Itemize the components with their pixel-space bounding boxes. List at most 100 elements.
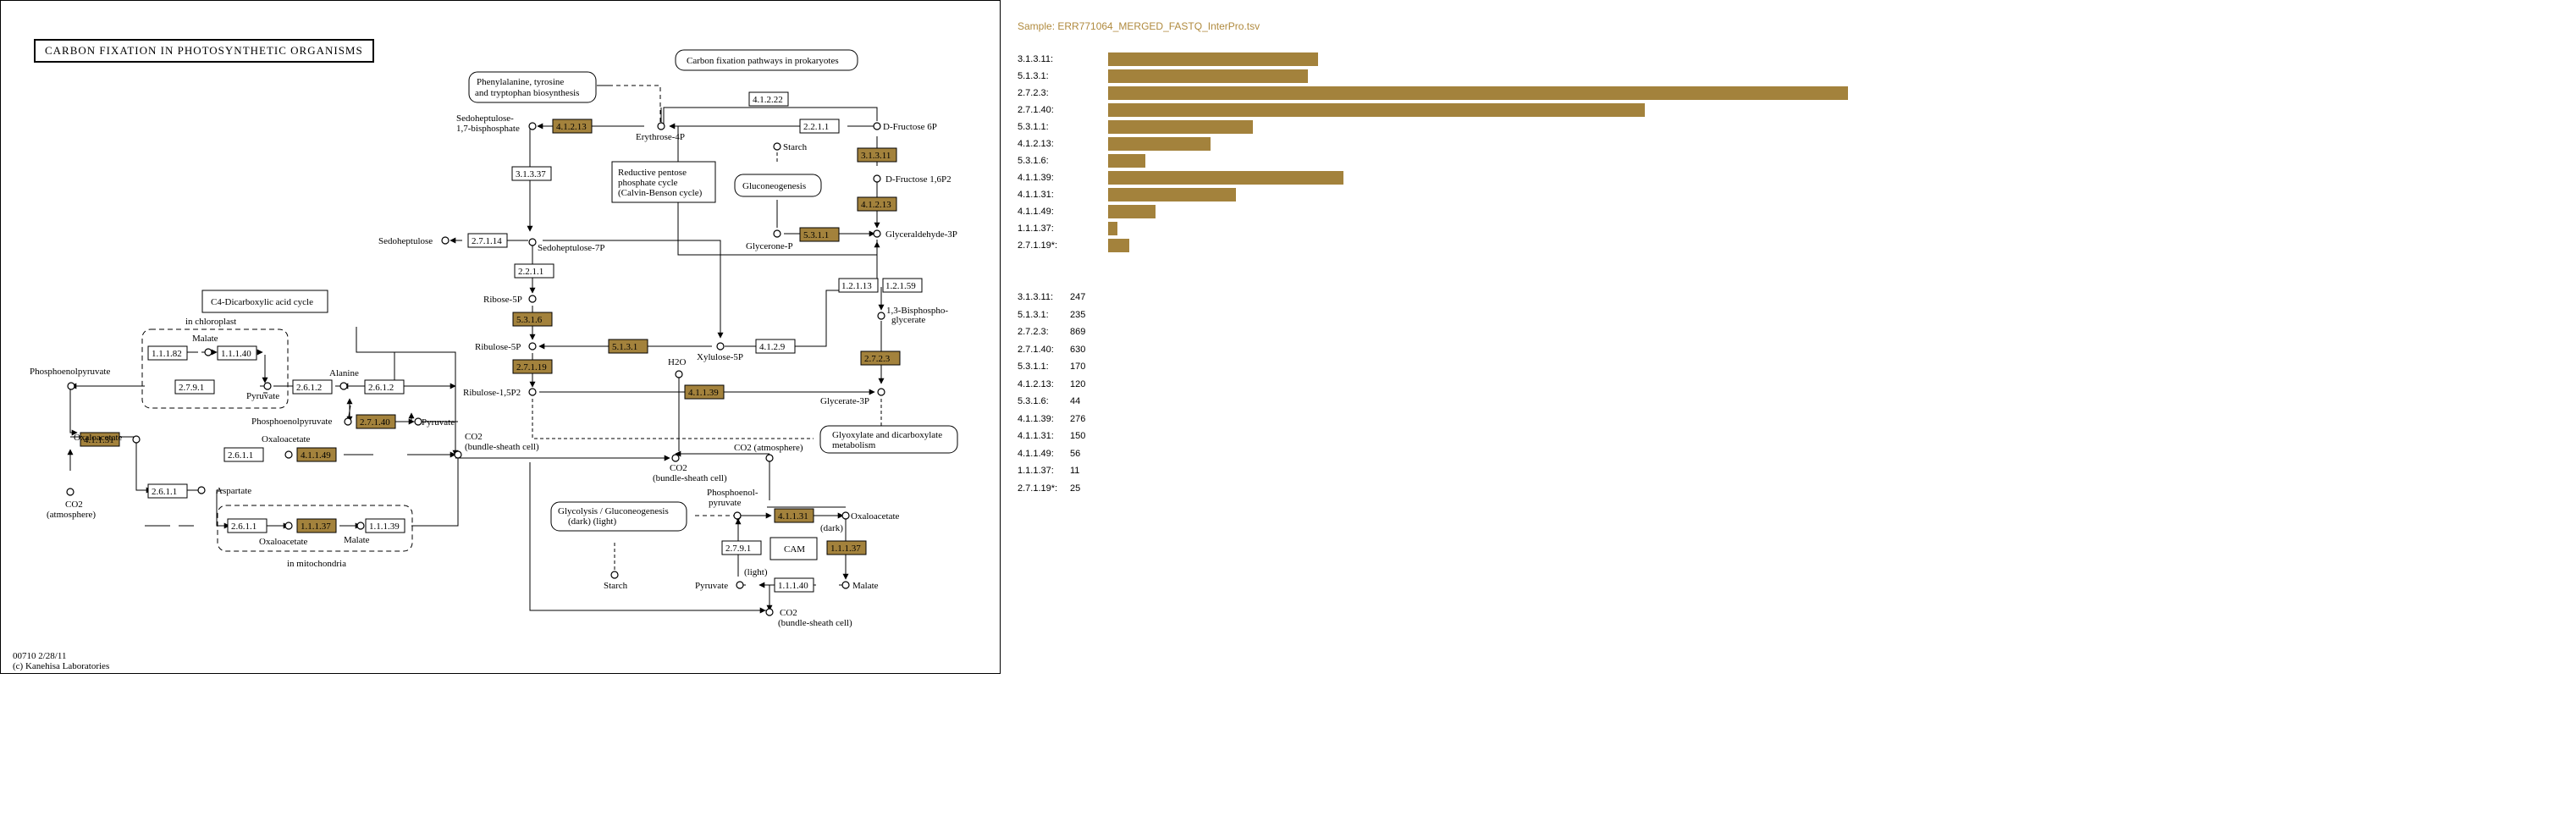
enzymes: 4.1.2.13 2.2.1.1 4.1.2.22 3.1.3.37 2.7.1… xyxy=(80,91,923,593)
label-co2-bundle-1: CO2 xyxy=(465,432,483,442)
ec-label: 1.2.1.59 xyxy=(885,281,916,291)
enzyme-count-panel: Sample: ERR771064_MERGED_FASTQ_InterPro.… xyxy=(1012,0,2569,839)
enzyme-2-2-1-1-top[interactable]: 2.2.1.1 xyxy=(799,119,840,134)
enzyme-3-1-3-37[interactable]: 3.1.3.37 xyxy=(511,166,552,181)
enzyme-2-6-1-2-a[interactable]: 2.6.1.2 xyxy=(292,379,333,395)
bar-label: 2.7.2.3: xyxy=(1018,88,1049,98)
label-glyoxylate-2: metabolism xyxy=(832,440,876,450)
count-label: 5.3.1.1: xyxy=(1018,362,1049,372)
ec-label: 1.1.1.37 xyxy=(830,544,861,554)
link-carbon-fixation-prokaryotes[interactable] xyxy=(675,49,858,71)
label-co2-bundle-mid-2: (bundle-sheath cell) xyxy=(653,473,727,483)
bar-label: 5.3.1.1: xyxy=(1018,122,1049,132)
label-c4-cycle[interactable]: C4-Dicarboxylic acid cycle xyxy=(211,297,313,307)
label-oxaloacetate-cam: Oxaloacetate xyxy=(851,511,900,522)
label-d-fructose-16p: D-Fructose 1,6P2 xyxy=(885,174,952,185)
label-starch-bottom: Starch xyxy=(604,581,628,591)
enzyme-4-1-1-31-b[interactable]: 4.1.1.31 xyxy=(774,508,814,523)
c4-cycle-box[interactable] xyxy=(201,290,328,313)
enzyme-4-1-2-22[interactable]: 4.1.2.22 xyxy=(748,91,789,107)
link-glycolysis[interactable] xyxy=(550,501,687,532)
bar xyxy=(1108,205,1156,218)
ec-label: 2.6.1.2 xyxy=(368,383,394,393)
enzyme-1-2-1-59[interactable]: 1.2.1.59 xyxy=(882,278,923,293)
label-starch-top: Starch xyxy=(783,142,808,152)
count-value: 235 xyxy=(1070,309,1086,320)
enzyme-4-1-2-13-top[interactable]: 4.1.2.13 xyxy=(552,119,593,134)
enzyme-5-3-1-1[interactable]: 5.3.1.1 xyxy=(799,227,840,242)
ec-label: 1.1.1.37 xyxy=(301,522,331,532)
label-alanine: Alanine xyxy=(329,368,359,378)
label-malate-cam: Malate xyxy=(852,581,879,591)
map-boxes xyxy=(201,161,818,560)
enzyme-2-6-1-2-b[interactable]: 2.6.1.2 xyxy=(364,379,405,395)
enzyme-4-1-2-13-right[interactable]: 4.1.2.13 xyxy=(857,196,897,212)
ec-label: 2.7.1.19 xyxy=(516,362,547,373)
enzyme-5-1-3-1[interactable]: 5.1.3.1 xyxy=(608,339,648,354)
ec-label: 4.1.1.31 xyxy=(778,511,808,522)
bar xyxy=(1108,69,1308,83)
bar xyxy=(1108,188,1236,201)
enzyme-2-7-9-1-b[interactable]: 2.7.9.1 xyxy=(721,540,762,555)
sample-label: Sample: ERR771064_MERGED_FASTQ_InterPro.… xyxy=(1018,20,1260,32)
label-carbon-fixation-prokaryotes: Carbon fixation pathways in prokaryotes xyxy=(687,56,839,66)
ec-label: 2.7.1.14 xyxy=(472,236,502,246)
label-reductive-1[interactable]: Reductive pentose xyxy=(618,168,687,178)
count-value: 11 xyxy=(1070,466,1080,476)
ec-label: 4.1.2.13 xyxy=(556,122,587,132)
enzyme-2-6-1-1-b[interactable]: 2.6.1.1 xyxy=(147,483,188,499)
enzyme-4-1-2-9[interactable]: 4.1.2.9 xyxy=(755,339,796,354)
label-oxaloacetate-a: Oxaloacetate xyxy=(74,433,123,443)
enzyme-4-1-1-49[interactable]: 4.1.1.49 xyxy=(296,447,337,462)
enzyme-1-1-1-82[interactable]: 1.1.1.82 xyxy=(147,345,188,361)
ec-label: 2.6.1.1 xyxy=(152,487,177,497)
bar-label: 4.1.1.31: xyxy=(1018,190,1054,200)
pathway-diagram: CARBON FIXATION IN PHOTOSYNTHETIC ORGANI… xyxy=(13,39,958,671)
compartments xyxy=(141,328,413,552)
count-label: 5.3.1.6: xyxy=(1018,396,1049,406)
map-title: CARBON FIXATION IN PHOTOSYNTHETIC ORGANI… xyxy=(34,39,374,63)
enzyme-2-6-1-1-c[interactable]: 2.6.1.1 xyxy=(227,518,268,533)
enzyme-1-1-1-37-b[interactable]: 1.1.1.37 xyxy=(826,540,867,555)
label-glycolysis-1: Glycolysis / Gluconeogenesis xyxy=(558,506,669,516)
count-label: 4.1.1.31: xyxy=(1018,431,1054,441)
enzyme-2-7-1-14[interactable]: 2.7.1.14 xyxy=(467,233,508,248)
enzyme-2-7-1-19[interactable]: 2.7.1.19 xyxy=(512,359,553,374)
enzyme-1-1-1-40-b[interactable]: 1.1.1.40 xyxy=(774,577,814,593)
cam-box[interactable] xyxy=(769,537,818,560)
enzyme-4-1-1-39[interactable]: 4.1.1.39 xyxy=(684,384,725,400)
bar-label: 3.1.3.11: xyxy=(1018,54,1053,64)
enzyme-3-1-3-11[interactable]: 3.1.3.11 xyxy=(857,147,897,163)
enzyme-5-3-1-6[interactable]: 5.3.1.6 xyxy=(512,312,553,327)
link-gluconeogenesis[interactable] xyxy=(734,174,822,197)
compound-labels: Carbon fixation pathways in prokaryotes … xyxy=(13,56,957,671)
label-sedoheptulose-7p: Sedoheptulose-7P xyxy=(538,243,604,253)
bar-label: 5.3.1.6: xyxy=(1018,156,1049,166)
count-value: 120 xyxy=(1070,378,1086,389)
label-d-fructose-6p: D-Fructose 6P xyxy=(883,122,937,132)
label-oxaloacetate-b: Oxaloacetate xyxy=(262,434,311,444)
label-bisphospho-2: glycerate xyxy=(891,315,925,325)
enzyme-2-7-9-1-a[interactable]: 2.7.9.1 xyxy=(174,379,215,395)
count-label: 1.1.1.37: xyxy=(1018,466,1054,476)
link-glyoxylate[interactable] xyxy=(819,425,958,454)
enzyme-1-1-1-40-a[interactable]: 1.1.1.40 xyxy=(217,345,257,361)
reductive-pentose-box[interactable] xyxy=(611,161,716,203)
enzyme-1-1-1-37-a[interactable]: 1.1.1.37 xyxy=(296,518,337,533)
enzyme-2-7-1-40[interactable]: 2.7.1.40 xyxy=(356,414,396,429)
enzyme-2-2-1-1-mid[interactable]: 2.2.1.1 xyxy=(514,263,554,279)
label-pyruvate-chloro: Pyruvate xyxy=(246,391,279,401)
bar xyxy=(1108,154,1145,168)
ec-label: 5.3.1.1 xyxy=(803,230,829,240)
label-pep-cam-2: pyruvate xyxy=(709,498,742,508)
link-phe-tyr-trp[interactable] xyxy=(468,71,597,103)
enzyme-4-1-1-31-a[interactable]: 4.1.1.31 xyxy=(80,432,120,447)
enzyme-2-6-1-1-a[interactable]: 2.6.1.1 xyxy=(223,447,264,462)
label-phe-tyr-trp-2: and tryptophan biosynthesis xyxy=(475,88,579,98)
enzyme-1-1-1-39[interactable]: 1.1.1.39 xyxy=(365,518,405,533)
label-reductive-2: phosphate cycle xyxy=(618,178,678,188)
label-glycolysis-2: (dark) (light) xyxy=(568,516,616,527)
count-label: 4.1.1.39: xyxy=(1018,413,1054,424)
enzyme-1-2-1-13[interactable]: 1.2.1.13 xyxy=(838,278,879,293)
enzyme-2-7-2-3[interactable]: 2.7.2.3 xyxy=(860,351,901,366)
